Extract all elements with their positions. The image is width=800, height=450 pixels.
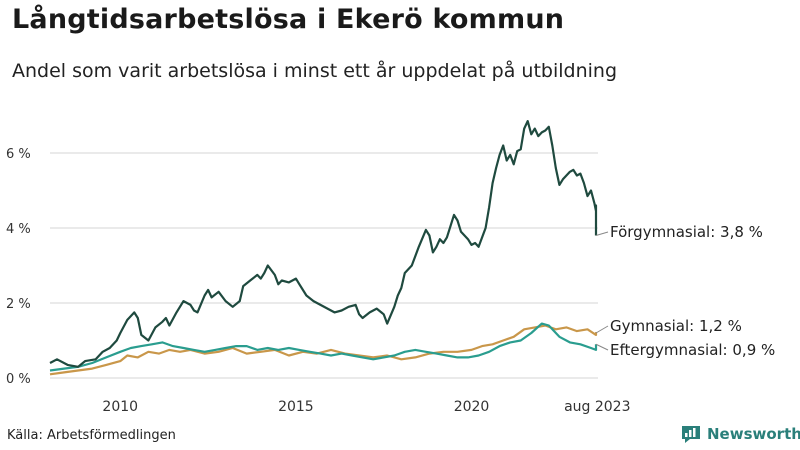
- label-connector: [595, 231, 609, 236]
- series-label-forgymnasial: Förgymnasial: 3,8 %: [610, 223, 763, 241]
- y-tick-label: 2 %: [6, 297, 31, 312]
- brand-name: Newsworthy: [707, 425, 800, 443]
- y-tick-label: 6 %: [6, 147, 31, 162]
- x-tick-label: 2010: [102, 399, 138, 415]
- x-tick-label: 2020: [454, 399, 490, 415]
- label-connector: [595, 325, 609, 334]
- series-line-eftergymnasial: [49, 322, 598, 372]
- series-label-eftergymnasial: Eftergymnasial: 0,9 %: [610, 341, 775, 359]
- chart-subtitle: Andel som varit arbetslösa i minst ett å…: [12, 60, 618, 82]
- newsworthy-logo: Newsworthy: [680, 424, 800, 444]
- source-note: Källa: Arbetsförmedlingen: [7, 428, 176, 443]
- series-line-gymnasial: [49, 324, 598, 376]
- label-connector: [595, 343, 609, 351]
- chart-title: Långtidsarbetslösa i Ekerö kommun: [12, 4, 565, 35]
- x-tick-label: 2015: [278, 399, 314, 415]
- x-tick-label: aug 2023: [564, 399, 630, 415]
- series-line-forgymnasial: [49, 120, 598, 368]
- series-label-gymnasial: Gymnasial: 1,2 %: [610, 317, 742, 335]
- newsworthy-logo-icon: [682, 426, 700, 443]
- y-tick-label: 4 %: [6, 222, 31, 237]
- y-tick-label: 0 %: [6, 372, 31, 387]
